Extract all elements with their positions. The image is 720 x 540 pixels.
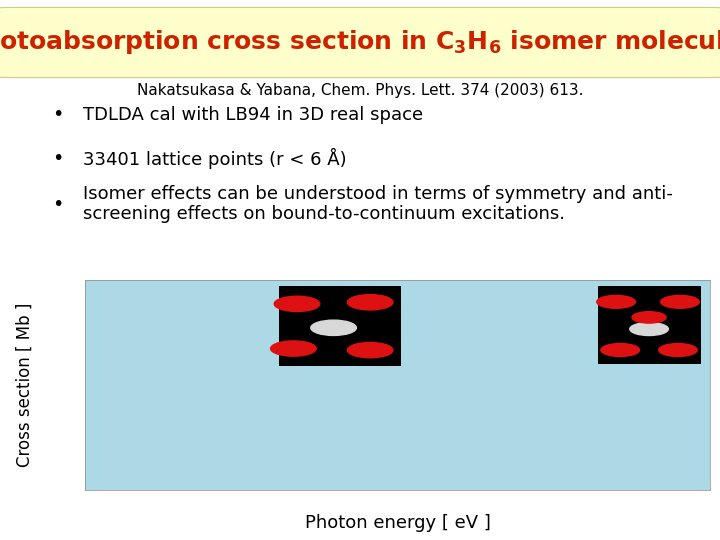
Text: •: •	[52, 148, 63, 167]
Text: 33401 lattice points (r < 6 Å): 33401 lattice points (r < 6 Å)	[83, 147, 346, 168]
Text: Isomer effects can be understood in terms of symmetry and anti-
screening effect: Isomer effects can be understood in term…	[83, 185, 672, 224]
Circle shape	[597, 295, 635, 308]
Circle shape	[347, 342, 393, 358]
Text: Photon energy [ eV ]: Photon energy [ eV ]	[305, 514, 490, 532]
Text: •: •	[52, 105, 63, 125]
Circle shape	[274, 296, 320, 312]
Text: Cross section [ Mb ]: Cross section [ Mb ]	[16, 303, 35, 467]
Circle shape	[632, 312, 666, 323]
Circle shape	[601, 343, 639, 356]
Text: •: •	[52, 194, 63, 213]
Circle shape	[659, 343, 697, 356]
Circle shape	[661, 295, 699, 308]
Text: TDLDA cal with LB94 in 3D real space: TDLDA cal with LB94 in 3D real space	[83, 106, 423, 124]
Circle shape	[271, 341, 316, 356]
Circle shape	[311, 320, 356, 335]
Text: Nakatsukasa & Yabana, Chem. Phys. Lett. 374 (2003) 613.: Nakatsukasa & Yabana, Chem. Phys. Lett. …	[137, 83, 583, 98]
Text: Photoabsorption cross section in $\mathregular{C_3H_6}$ isomer molecules: Photoabsorption cross section in $\mathr…	[0, 29, 720, 57]
FancyBboxPatch shape	[0, 8, 720, 78]
Circle shape	[347, 295, 393, 310]
Circle shape	[630, 322, 668, 335]
Bar	[598, 286, 701, 364]
Bar	[279, 286, 400, 366]
